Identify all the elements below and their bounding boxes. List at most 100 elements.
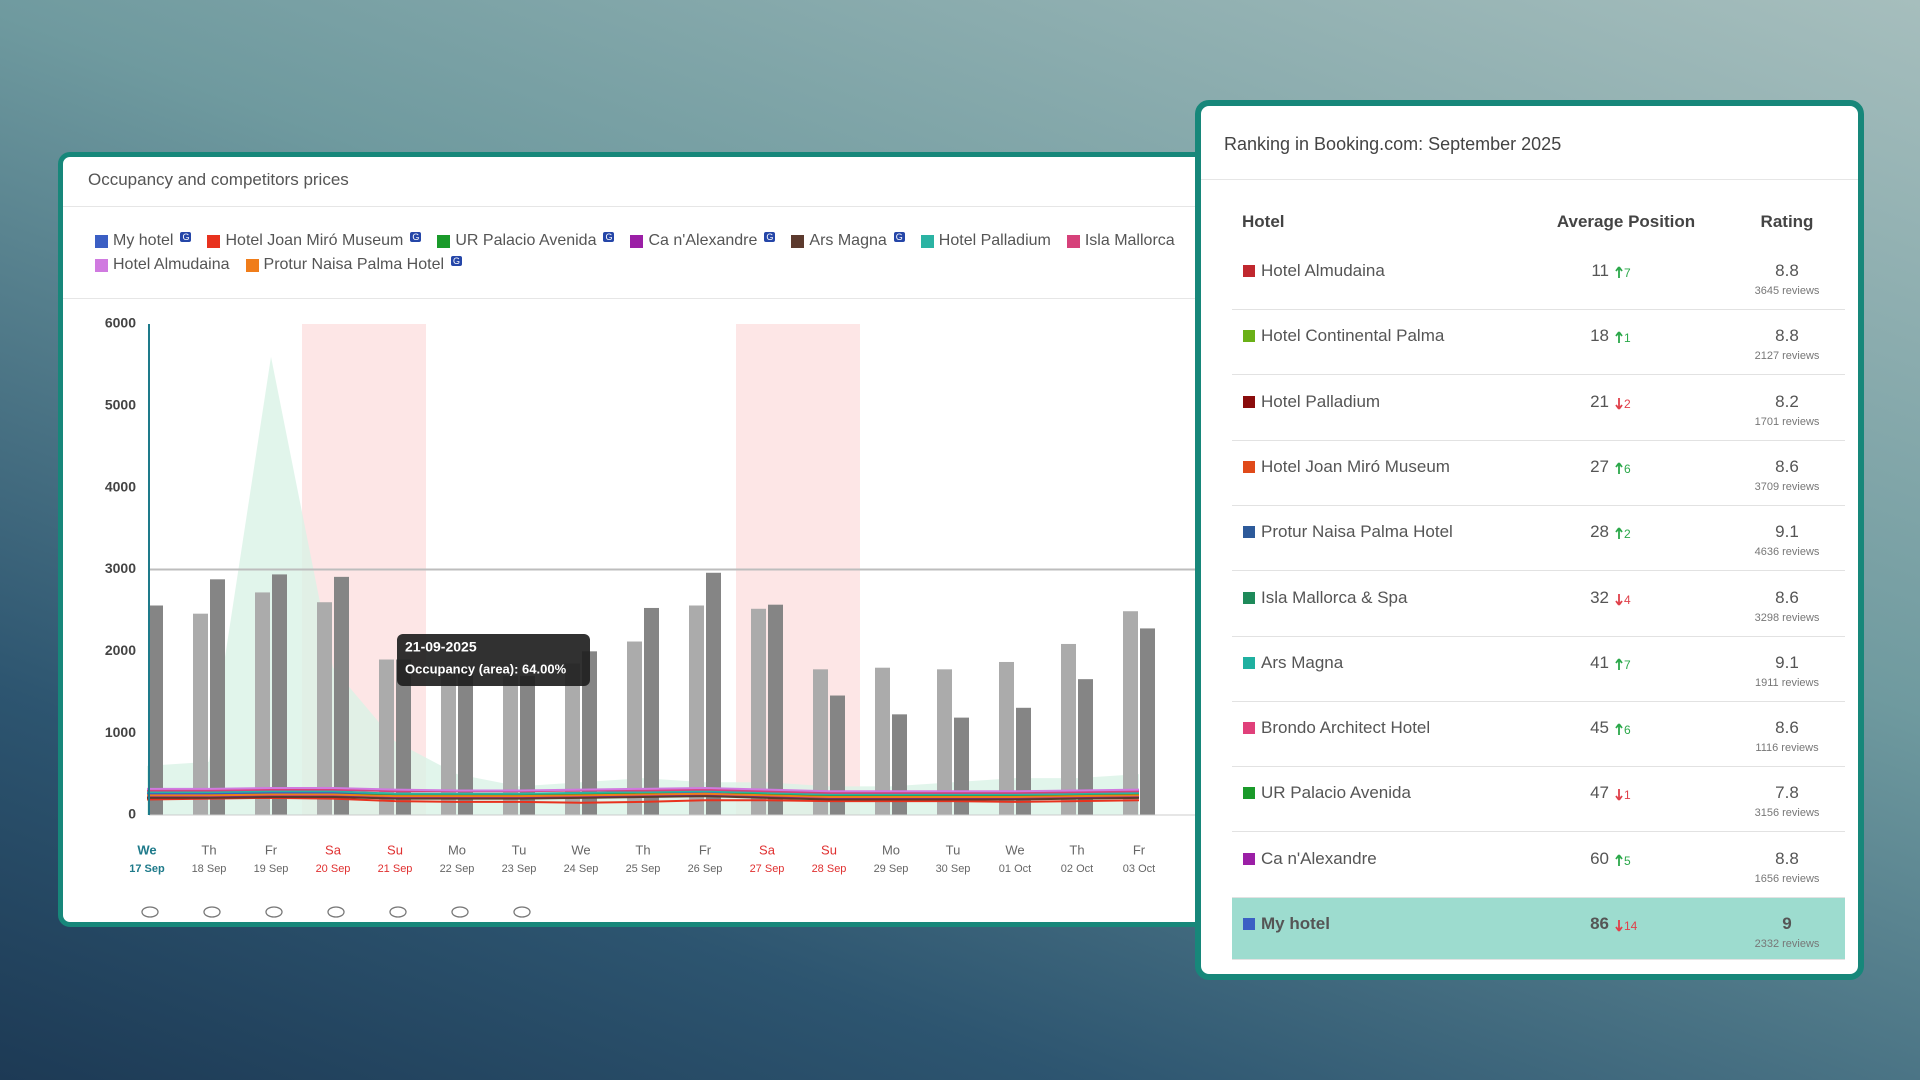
trend-arrow [1615,397,1623,410]
average-position: 45 [1590,718,1609,738]
review-count: 1116 reviews [1755,742,1819,755]
trend-arrow-shape [1615,462,1623,474]
column-header: Rating [1760,212,1814,231]
bar [193,614,208,815]
legend-swatch [207,234,221,248]
legend-swatch [245,258,259,272]
table-row: Hotel Continental Palma 18 1 8.8 2127 review… [1232,310,1845,376]
table-row: Isla Mallorca & Spa 32 4 8.6 3298 reviews [1232,572,1845,637]
hotel-name: My hotel [1261,914,1330,933]
x-tick-weekday: We [1005,842,1024,857]
review-count: 4636 reviews [1754,546,1820,559]
trend-arrow-shape [1615,266,1623,278]
legend-badge: G [410,232,422,242]
hotel-name: Hotel Almudaina [1261,261,1385,280]
legend-badge: G [451,256,463,266]
hotel-swatch [1243,852,1255,865]
weather-icon [142,907,158,917]
x-tick-label: 03 Oct [1123,863,1155,875]
legend-swatch [920,234,934,248]
x-tick-weekday: Sa [325,842,342,857]
tooltip-box [397,634,590,686]
hotel-swatch [1243,395,1255,408]
position-change: 2 [1624,527,1631,542]
price-line [147,796,1139,799]
weather-icon [266,907,282,917]
bar [317,602,332,815]
legend-item: Isla Mallorca [1066,232,1175,250]
table-row: Protur Naisa Palma Hotel 28 2 9.1 4636 revie… [1232,506,1845,572]
x-tick-weekday: Tu [946,842,961,857]
position-change: 7 [1624,266,1631,280]
rating: 9 [1782,914,1792,933]
legend-item: UR Palacio Avenida G [437,232,615,250]
position-change: 6 [1624,461,1631,476]
bar [706,573,721,815]
table-row: Ca n'Alexandre 60 5 8.8 1656 reviews [1232,833,1845,898]
y-tick-label: 5000 [105,397,136,413]
rating: 8.6 [1775,587,1799,607]
position-change: 1 [1624,788,1631,803]
column-header: Average Position [1556,212,1696,231]
rating: 8.8 [1775,261,1799,280]
rating: 8.6 [1775,718,1799,738]
x-tick-label: 23 Sep [502,863,537,875]
divider [1201,179,1858,180]
bar [396,660,411,815]
trend-arrow-shape [1615,593,1623,606]
hotel-name: Protur Naisa Palma Hotel [1261,522,1453,542]
review-count: 3156 reviews [1754,807,1820,820]
y-tick-label: 2000 [105,642,136,658]
review-count: 2332 reviews [1754,938,1820,950]
review-count: 1701 reviews [1754,415,1820,428]
x-tick-label: 01 Oct [999,863,1031,875]
price-line [147,788,1139,791]
x-tick-weekday: Th [1069,842,1084,857]
legend-item: Hotel Joan Miró Museum G [207,232,422,250]
weather-icon [514,907,530,917]
x-tick-label: 17 Sep [129,863,165,875]
legend-item: My hotel G [95,232,192,250]
review-count: 2127 reviews [1754,350,1820,363]
legend-item: Hotel Almudaina [95,256,230,274]
legend-label: Hotel Joan Miró Museum [225,232,404,249]
table-row: Hotel Palladium 21 2 8.2 1701 reviews [1232,376,1845,441]
trend-arrow [1615,462,1623,474]
trend-arrow [1615,789,1623,801]
bar [1123,611,1138,815]
average-position: 47 [1590,783,1609,803]
average-position: 11 [1591,261,1609,280]
x-tick-label: 21 Sep [378,863,413,875]
hotel-swatch [1243,787,1255,800]
trend-arrow [1615,723,1623,736]
legend-label: Ca n'Alexandre [648,232,758,249]
trend-arrow [1615,331,1623,344]
weather-icon [452,907,468,917]
legend-badge: G [764,232,776,242]
x-tick-label: 29 Sep [874,863,909,875]
bar [751,609,766,815]
weather-icon [390,907,406,917]
occupancy-area [147,357,1139,815]
review-count: 3645 reviews [1754,285,1820,297]
average-position: 60 [1590,848,1609,868]
x-tick-label: 22 Sep [440,863,475,875]
review-count: 1656 reviews [1754,872,1820,885]
x-tick-weekday: Th [201,842,216,857]
average-position: 18 [1590,326,1609,346]
legend-swatch [437,234,451,248]
x-tick-weekday: We [571,842,590,857]
x-tick-label: 18 Sep [192,863,227,875]
bar [999,662,1014,815]
x-tick-label: 27 Sep [750,863,785,875]
position-change: 5 [1624,853,1631,868]
trend-arrow-shape [1615,854,1623,866]
divider [63,298,1243,299]
hotel-swatch [1243,265,1255,277]
x-tick-label: 26 Sep [688,863,723,875]
table-row: Ars Magna 41 7 9.1 1911 reviews [1232,637,1845,702]
bar [441,672,456,815]
x-tick-weekday: Su [387,842,403,857]
legend-badge: G [180,232,192,242]
